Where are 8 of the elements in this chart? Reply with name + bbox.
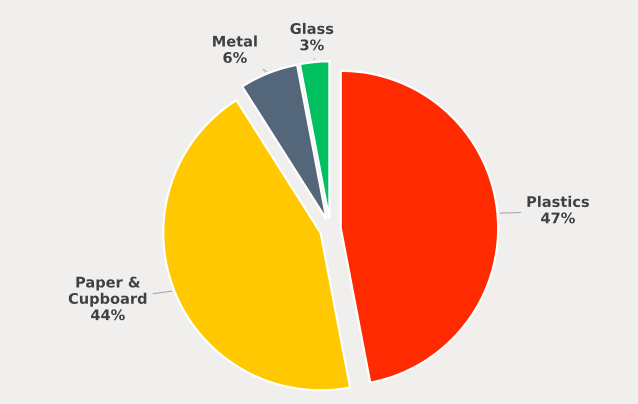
data-label: 44% — [91, 309, 125, 320]
slice-label: Plastics — [527, 196, 589, 208]
data-label: 3% — [300, 39, 324, 50]
slice-label: Metal — [213, 35, 257, 47]
slice-label: Paper & Cupboard — [68, 276, 146, 307]
data-label: 6% — [223, 52, 247, 64]
slice-label: Glass — [290, 22, 334, 34]
data-label: 47% — [541, 212, 575, 224]
